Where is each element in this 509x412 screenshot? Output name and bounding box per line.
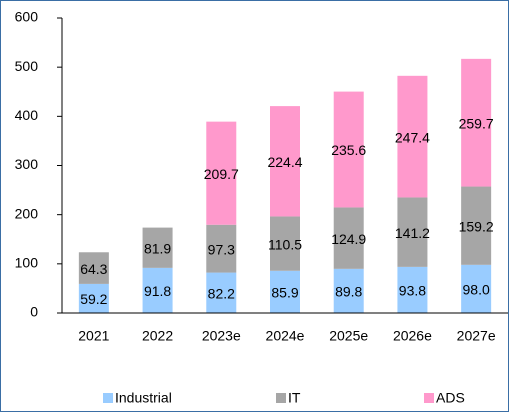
bar-segment	[270, 270, 300, 313]
data-label: 82.2	[208, 285, 235, 301]
bar-segment	[206, 224, 237, 273]
legend-swatch	[103, 393, 113, 403]
data-label: 159.2	[459, 218, 494, 234]
legend-swatch	[424, 393, 434, 403]
legend-swatch	[276, 393, 286, 403]
bar-segment	[333, 207, 364, 269]
x-tick-label: 2023e	[202, 328, 241, 344]
legend-label: IT	[288, 390, 301, 406]
data-label: 110.5	[268, 236, 302, 252]
data-label: 85.9	[271, 285, 298, 301]
data-label: 141.2	[395, 225, 430, 241]
y-tick-label: 500	[15, 58, 39, 74]
bar-segment	[270, 216, 300, 271]
data-label: 209.7	[204, 166, 239, 182]
data-label: 247.4	[395, 129, 430, 145]
x-tick-label: 2027e	[457, 328, 496, 344]
y-tick-label: 300	[15, 156, 39, 172]
bar-segment	[397, 197, 428, 267]
y-tick-label: 100	[15, 255, 39, 271]
x-tick-label: 2022	[142, 328, 173, 344]
x-tick-label: 2024e	[266, 328, 305, 344]
bar-segment	[461, 58, 492, 187]
bar-segment	[206, 272, 237, 313]
data-label: 124.9	[331, 231, 366, 247]
y-tick-label: 0	[30, 304, 38, 320]
data-label: 93.8	[399, 283, 426, 299]
data-label: 64.3	[80, 261, 107, 277]
bar-segment	[78, 252, 109, 284]
data-label: 81.9	[144, 240, 171, 256]
bar-segment	[333, 91, 364, 208]
bar-segment	[206, 121, 237, 225]
bar-segment	[270, 106, 300, 217]
data-label: 259.7	[459, 115, 494, 131]
bar-segment	[461, 186, 492, 265]
data-label: 89.8	[335, 284, 362, 300]
x-tick-label: 2021	[78, 328, 109, 344]
y-tick-label: 400	[15, 107, 39, 123]
data-label: 224.4	[267, 154, 302, 170]
bar-segment	[142, 227, 173, 268]
bar-segment	[461, 264, 492, 313]
legend-label: Industrial	[115, 390, 172, 406]
bar-segment	[142, 267, 173, 313]
data-label: 91.8	[144, 283, 171, 299]
x-tick-label: 2026e	[393, 328, 432, 344]
data-label: 235.6	[331, 142, 366, 158]
x-tick-label: 2025e	[329, 328, 368, 344]
data-label: 98.0	[463, 282, 490, 298]
legend-label: ADS	[436, 390, 465, 406]
data-label: 59.2	[80, 291, 107, 307]
y-tick-label: 200	[15, 205, 39, 221]
bar-segment	[333, 268, 364, 313]
bar-segment	[397, 75, 428, 198]
bar-segment	[397, 266, 428, 313]
bar-segment	[78, 283, 109, 313]
y-tick-label: 600	[15, 9, 39, 25]
data-label: 97.3	[208, 241, 235, 257]
